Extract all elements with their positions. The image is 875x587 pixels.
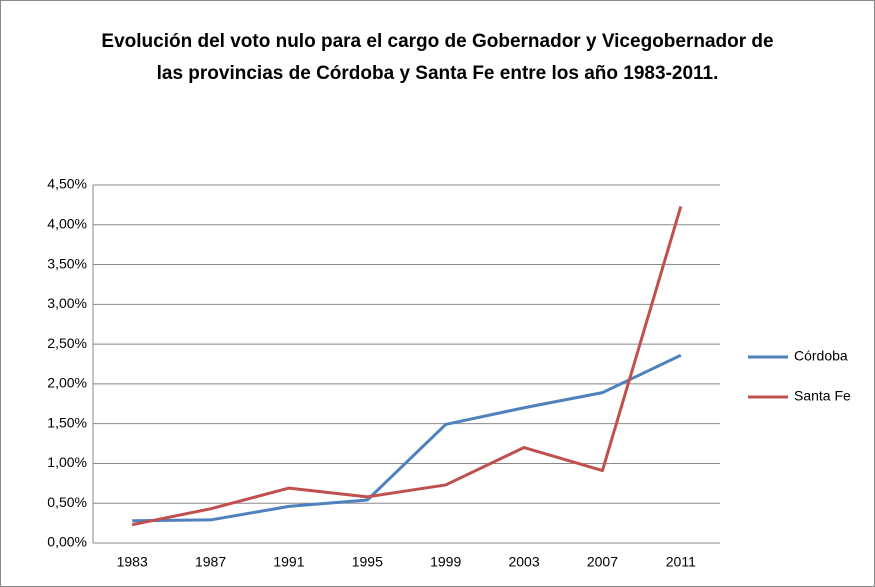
y-tick-label: 3,50% [47,255,87,271]
x-tick-label: 1983 [117,554,148,570]
x-tick-label: 2007 [587,554,618,570]
y-tick-label: 0,50% [47,494,87,510]
x-tick-label: 2003 [508,554,539,570]
series-line [131,206,683,527]
y-tick-label: 4,50% [47,176,87,192]
y-tick-label: 2,50% [47,335,87,351]
x-tick-label: 1999 [430,554,461,570]
series-line [132,353,682,523]
x-tick-label: 1995 [352,554,383,570]
x-tick-label: 1987 [195,554,226,570]
y-tick-label: 4,00% [47,215,87,231]
chart-title: Evolución del voto nulo para el cargo de… [101,31,774,84]
y-tick-label: 2,00% [47,375,87,391]
x-tick-label: 2011 [666,554,696,570]
y-tick-label: 1,50% [47,414,87,430]
y-tick-label: 1,00% [47,454,87,470]
x-tick-label: 1991 [273,554,304,570]
y-tick-label: 3,00% [47,295,87,311]
legend-label: Santa Fe [794,388,851,404]
legend-label: Córdoba [794,348,848,364]
y-tick-label: 0,00% [47,534,87,550]
